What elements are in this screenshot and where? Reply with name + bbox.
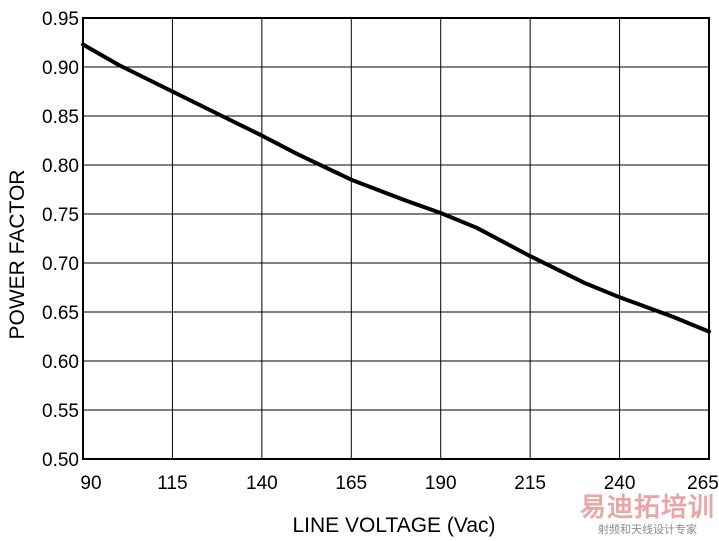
y-tick-label: 0.80 <box>42 156 79 177</box>
y-axis-title: POWER FACTOR <box>6 170 29 340</box>
watermark-subtitle: 射频和天线设计专家 <box>597 523 697 536</box>
series-group <box>81 42 711 334</box>
x-tick-label: 265 <box>687 473 719 494</box>
x-tick-labels: 90 115 140 165 190 215 240 265 <box>80 473 718 494</box>
y-tick-label: 0.90 <box>42 58 79 79</box>
x-tick-label: 115 <box>157 473 187 494</box>
x-tick-label: 190 <box>425 473 457 494</box>
plot-frame <box>82 17 710 460</box>
y-tick-label: 0.95 <box>42 9 79 30</box>
grid-lines <box>82 17 710 460</box>
y-tick-label: 0.60 <box>42 352 79 373</box>
x-tick-label: 240 <box>604 473 636 494</box>
watermark-title: 易迪拓培训 <box>579 493 715 523</box>
y-tick-label: 0.70 <box>42 254 79 275</box>
series-line-0 <box>81 42 711 334</box>
y-tick-label: 0.85 <box>42 107 79 128</box>
y-tick-label: 0.65 <box>42 303 79 324</box>
x-axis-title: LINE VOLTAGE (Vac) <box>292 514 495 537</box>
x-tick-label: 165 <box>335 473 367 494</box>
x-tick-label: 90 <box>80 473 101 494</box>
y-tick-labels: 0.50 0.55 0.60 0.65 0.70 0.75 0.80 0.85 0.90 0.95 <box>42 9 79 471</box>
y-tick-label: 0.55 <box>42 401 79 422</box>
x-tick-label: 215 <box>514 473 546 494</box>
watermark-logo: 易迪拓培训 射频和天线设计专家 <box>580 493 715 537</box>
y-tick-label: 0.75 <box>42 205 79 226</box>
x-tick-label: 140 <box>246 473 278 494</box>
y-tick-label: 0.50 <box>42 450 79 471</box>
